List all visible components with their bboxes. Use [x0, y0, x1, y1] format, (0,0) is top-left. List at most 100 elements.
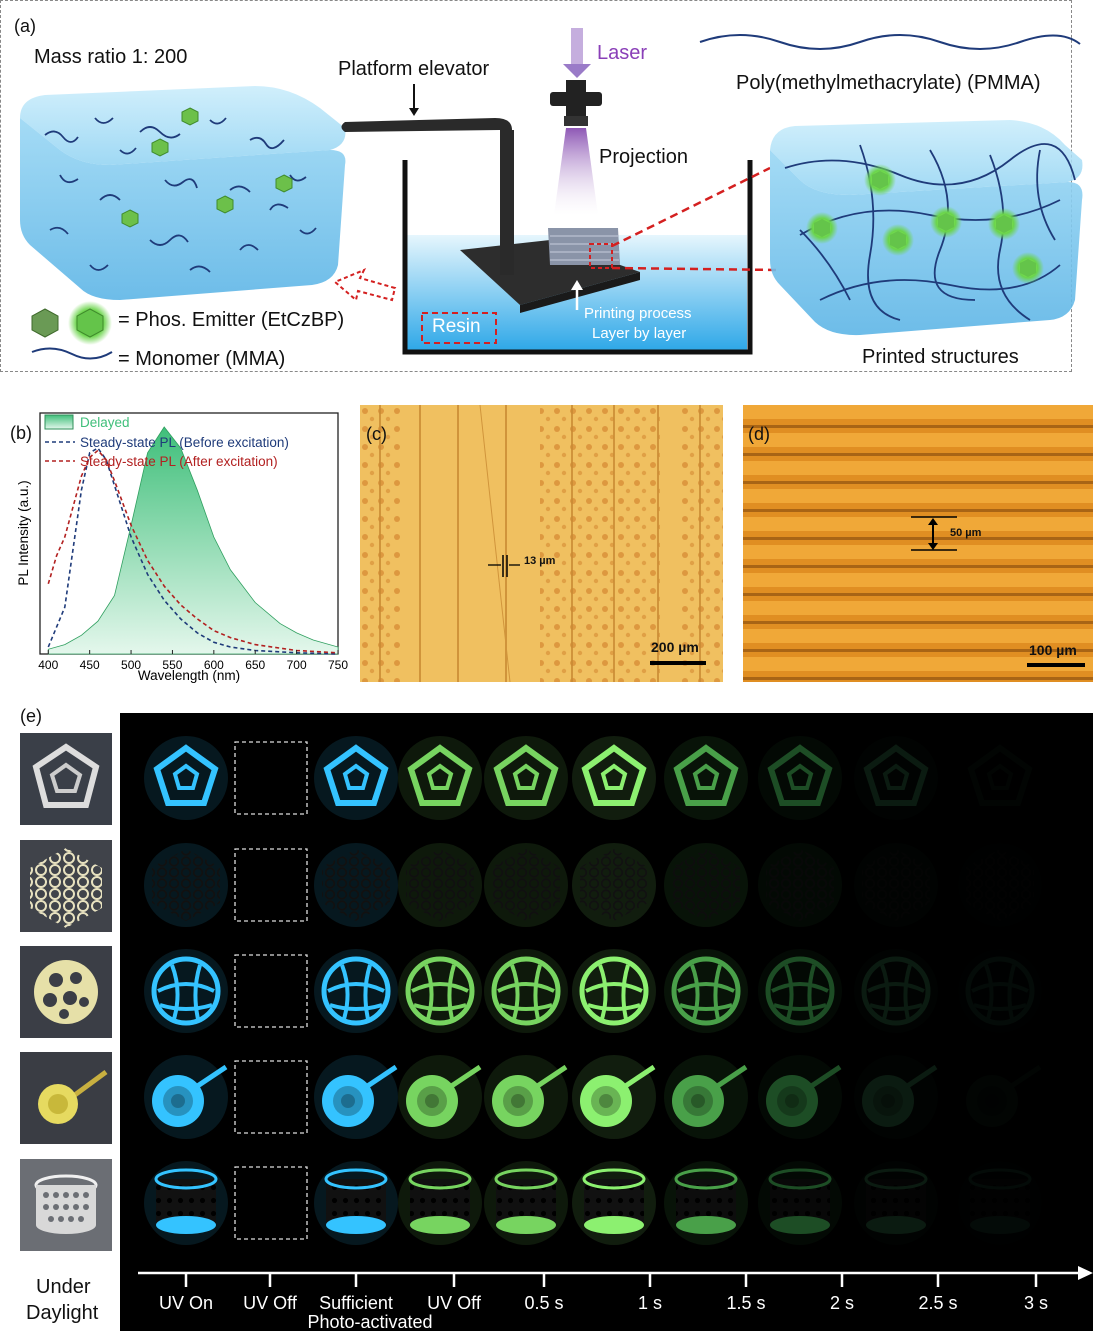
timeline-label: Sufficient	[319, 1293, 393, 1313]
legend-before: Steady-state PL (Before excitation)	[80, 435, 289, 450]
timeline-label: UV Off	[427, 1293, 482, 1313]
afterglow-dodeca	[144, 736, 228, 820]
layer-by-layer-label: Layer by layer	[592, 325, 686, 342]
panel-e-label: (e)	[20, 706, 42, 727]
monomer-wave-icon	[32, 348, 112, 358]
afterglow-sphere	[144, 949, 228, 1033]
printed-cube-right	[770, 120, 1082, 335]
uv-off-empty-frame	[235, 1061, 307, 1133]
afterglow-sphere	[314, 949, 398, 1033]
afterglow-cyl	[398, 1161, 482, 1245]
afterglow-cyl	[314, 1161, 398, 1245]
legend-delayed-swatch	[45, 415, 73, 429]
afterglow-sphere	[758, 949, 842, 1033]
measure-50um: 50 µm	[950, 527, 981, 539]
micrograph-c: 13 µm 200 µm	[360, 405, 723, 682]
uv-off-empty-frame	[235, 742, 307, 814]
measure-13um: 13 µm	[524, 555, 555, 567]
x-tick-label: 750	[328, 658, 348, 672]
uv-off-empty-frame	[235, 955, 307, 1027]
timeline-label: 3 s	[1024, 1293, 1048, 1313]
hollow-arrow-icon	[335, 270, 395, 300]
afterglow-cyl	[958, 1161, 1042, 1245]
afterglow-cyl	[144, 1161, 228, 1245]
afterglow-photo-grid: UV On UV Off Sufficient UV Off 0.5 s 1 s 1.5 s…	[120, 713, 1093, 1331]
timeline-label: 0.5 s	[524, 1293, 563, 1313]
afterglow-rose	[958, 1055, 1042, 1139]
timeline-arrowhead-icon	[1078, 1266, 1093, 1280]
afterglow-sphere	[664, 949, 748, 1033]
afterglow-dodeca	[664, 736, 748, 820]
afterglow-rose	[854, 1055, 938, 1139]
afterglow-sphere	[398, 949, 482, 1033]
uv-off-empty-frame	[235, 849, 307, 921]
afterglow-honey	[664, 843, 748, 927]
afterglow-honey	[144, 843, 228, 927]
afterglow-honey	[398, 843, 482, 927]
panel-c-label: (c)	[366, 424, 387, 445]
timeline-label: 1 s	[638, 1293, 662, 1313]
micrograph-d: 50 µm 100 µm	[743, 405, 1093, 682]
afterglow-dodeca	[758, 736, 842, 820]
photo-activated-label: Photo-activated	[307, 1312, 432, 1331]
x-axis-label: Wavelength (nm)	[138, 668, 240, 683]
timeline-label: UV On	[159, 1293, 213, 1313]
afterglow-cyl	[854, 1161, 938, 1245]
afterglow-honey	[314, 843, 398, 927]
afterglow-rose	[758, 1055, 842, 1139]
afterglow-dodeca	[484, 736, 568, 820]
afterglow-rose	[144, 1055, 228, 1139]
x-tick-label: 650	[245, 658, 265, 672]
afterglow-cyl	[572, 1161, 656, 1245]
x-tick-label: 450	[80, 658, 100, 672]
legend-after: Steady-state PL (After excitation)	[80, 454, 278, 469]
y-axis-label: PL Intensity (a.u.)	[16, 480, 31, 585]
panel-d-label: (d)	[748, 424, 770, 445]
afterglow-honey	[758, 843, 842, 927]
afterglow-rose	[572, 1055, 656, 1139]
uv-off-empty-frame	[235, 1167, 307, 1239]
daylight-dodecahedron-photo	[20, 733, 112, 825]
emitter-dark-icon	[32, 309, 58, 337]
afterglow-dodeca	[314, 736, 398, 820]
timeline-label: UV Off	[243, 1293, 298, 1313]
afterglow-honey	[854, 843, 938, 927]
afterglow-sphere	[572, 949, 656, 1033]
daylight-label: Daylight	[26, 1302, 98, 1325]
afterglow-sphere	[854, 949, 938, 1033]
afterglow-rose	[398, 1055, 482, 1139]
legend-delayed: Delayed	[80, 415, 130, 430]
daylight-honeycomb-photo	[20, 840, 112, 932]
afterglow-cyl	[484, 1161, 568, 1245]
timeline-label: 1.5 s	[726, 1293, 765, 1313]
resin-cube-left	[20, 86, 345, 300]
afterglow-dodeca	[398, 736, 482, 820]
pmma-wave-icon	[700, 35, 1080, 49]
afterglow-honey	[958, 843, 1042, 927]
under-label: Under	[36, 1276, 90, 1299]
daylight-sphere-photo	[20, 946, 112, 1038]
pl-spectrum-chart: 400 450 500 550 600 650 700 750 Delayed Steady-…	[0, 405, 350, 690]
resin-label: Resin	[432, 316, 481, 338]
x-tick-label: 400	[38, 658, 58, 672]
afterglow-cyl	[664, 1161, 748, 1245]
printing-process-label: Printing process	[584, 305, 692, 322]
daylight-cylinder-photo	[20, 1159, 112, 1251]
x-tick-label: 700	[287, 658, 307, 672]
afterglow-cyl	[758, 1161, 842, 1245]
scale-bar-200um: 200 µm	[651, 639, 699, 655]
afterglow-honey	[572, 843, 656, 927]
afterglow-rose	[664, 1055, 748, 1139]
afterglow-sphere	[958, 949, 1042, 1033]
panel-a-schematic	[0, 0, 1093, 390]
afterglow-rose	[484, 1055, 568, 1139]
scale-bar-100um: 100 µm	[1029, 642, 1077, 658]
afterglow-dodeca	[572, 736, 656, 820]
afterglow-rose	[314, 1055, 398, 1139]
afterglow-sphere	[484, 949, 568, 1033]
timeline-label: 2.5 s	[918, 1293, 957, 1313]
afterglow-dodeca	[958, 736, 1042, 820]
afterglow-honey	[484, 843, 568, 927]
afterglow-dodeca	[854, 736, 938, 820]
daylight-rose-photo	[20, 1052, 112, 1144]
